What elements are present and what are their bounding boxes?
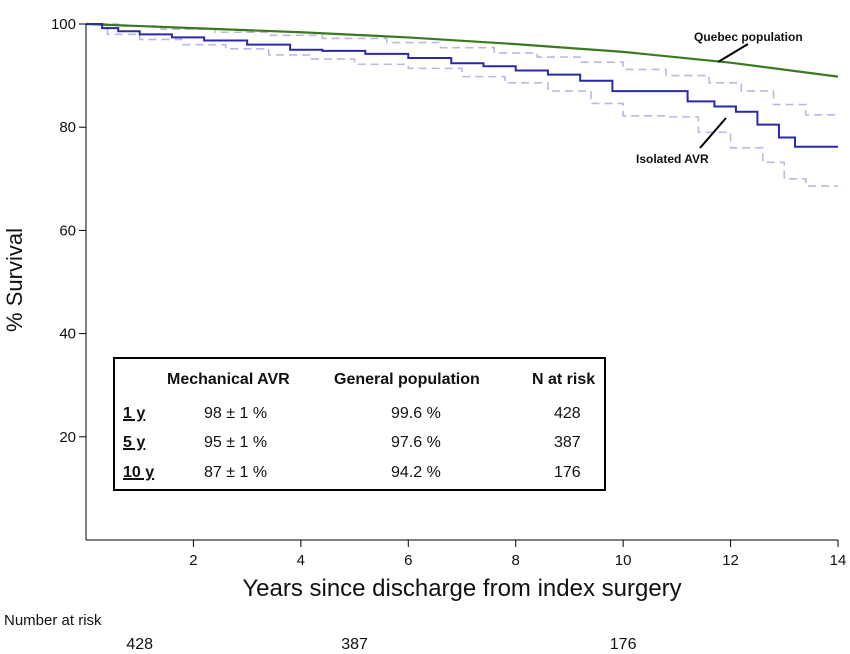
summary-table: Mechanical AVR General population N at r… [113, 357, 606, 491]
general-population-value: 94.2 % [391, 464, 441, 481]
n-at-risk-value: 387 [554, 434, 581, 451]
x-tick-label: 12 [722, 552, 739, 569]
quebec-annotation-label: Quebec population [694, 30, 803, 44]
y-axis-title: % Survival [2, 228, 27, 332]
row-label: 10 y [123, 464, 155, 481]
y-tick-label: 80 [59, 119, 76, 136]
survival-lines-layer [85, 22, 839, 148]
x-axis-title: Years since discharge from index surgery [242, 575, 681, 602]
avr-annotation: Isolated AVR [636, 117, 727, 166]
table-header-general-population: General population [334, 371, 480, 388]
y-tick-label: 40 [59, 326, 76, 343]
confidence-interval-layer [86, 23, 838, 187]
number-at-risk-title: Number at risk [4, 612, 102, 629]
tick-marks: 2 4 6 8 10 12 14 20 40 60 80 100 [51, 16, 846, 569]
isolated-avr-line [86, 23, 838, 148]
y-tick-label: 60 [59, 222, 76, 239]
number-at-risk-value: 387 [341, 636, 368, 653]
table-row: 10 y 87 ± 1 % 94.2 % 176 [115, 464, 604, 486]
quebec-population-line [85, 22, 839, 78]
isolated-avr-upper-ci-line [86, 23, 838, 116]
y-tick-label: 20 [59, 429, 76, 446]
x-tick-label: 14 [830, 552, 847, 569]
x-tick-label: 8 [512, 552, 520, 569]
mechanical-avr-value: 98 ± 1 % [204, 405, 268, 422]
y-tick-label: 100 [51, 16, 76, 33]
axes [85, 24, 838, 541]
number-at-risk-value: 428 [126, 636, 154, 653]
isolated-avr-lower-ci-line [86, 23, 838, 187]
general-population-value: 97.6 % [391, 434, 441, 451]
mechanical-avr-value: 95 ± 1 % [204, 434, 268, 451]
quebec-annotation: Quebec population [694, 30, 803, 63]
avr-annotation-leader [699, 117, 727, 149]
row-label: 1 y [123, 405, 146, 422]
table-row: 5 y 95 ± 1 % 97.6 % 387 [115, 434, 604, 456]
x-tick-label: 2 [189, 552, 197, 569]
table-header-mechanical-avr: Mechanical AVR [167, 371, 290, 388]
number-at-risk-value: 176 [609, 636, 637, 653]
x-tick-label: 6 [404, 552, 412, 569]
table-row: 1 y 98 ± 1 % 99.6 % 428 [115, 405, 604, 427]
x-tick-label: 4 [297, 552, 305, 569]
avr-annotation-label: Isolated AVR [636, 152, 709, 166]
x-tick-label: 10 [615, 552, 632, 569]
general-population-value: 99.6 % [391, 405, 441, 422]
quebec-annotation-leader [717, 43, 749, 63]
mechanical-avr-value: 87 ± 1 % [204, 464, 268, 481]
row-label: 5 y [123, 434, 146, 451]
table-header-n-at-risk: N at risk [532, 371, 596, 388]
n-at-risk-value: 176 [554, 464, 581, 481]
n-at-risk-value: 428 [554, 405, 581, 422]
